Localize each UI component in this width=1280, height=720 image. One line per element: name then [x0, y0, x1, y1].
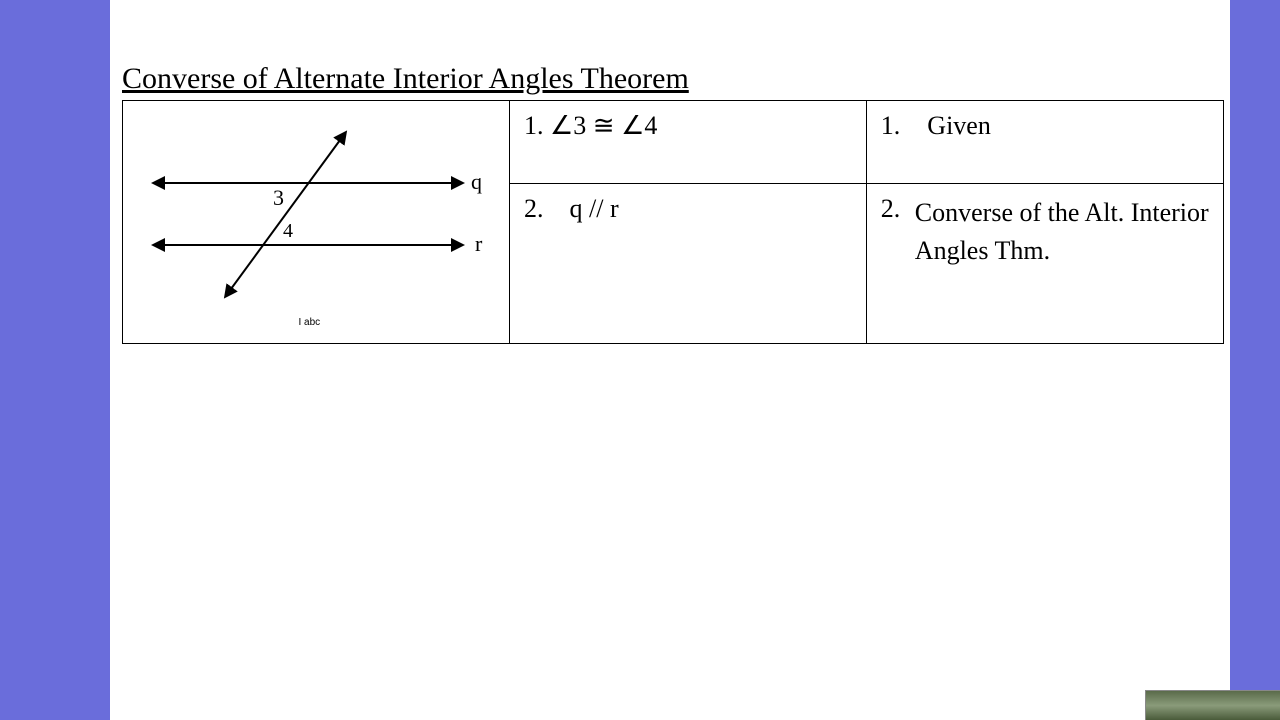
statement-text: ∠3 ≅ ∠4 — [550, 111, 657, 140]
statement-cell: 2. q // r — [510, 184, 867, 344]
proof-table: q r 3 4 I abc 1. ∠3 ≅ ∠4 1. — [122, 100, 1224, 344]
reason-text: Converse of the Alt. Interior Angles Thm… — [915, 194, 1209, 269]
statement-number: 1. — [524, 111, 544, 140]
statement-cell: 1. ∠3 ≅ ∠4 — [510, 101, 867, 184]
line-r-label: r — [475, 231, 483, 256]
line-q-label: q — [471, 169, 482, 194]
reason-number: 2. — [881, 194, 915, 224]
statement-text: q // r — [570, 194, 619, 223]
video-thumbnail[interactable] — [1145, 690, 1280, 720]
diagram-cell: q r 3 4 I abc — [123, 101, 510, 344]
transversal — [228, 136, 343, 293]
statement-number: 2. — [524, 194, 544, 223]
reason-cell: 1. Given — [866, 101, 1223, 184]
table-row: q r 3 4 I abc 1. ∠3 ≅ ∠4 1. — [123, 101, 1224, 184]
geometry-diagram: q r 3 4 — [123, 101, 509, 343]
angle-3-label: 3 — [273, 185, 284, 210]
reason-text: Given — [927, 111, 991, 140]
page: Converse of Alternate Interior Angles Th… — [110, 0, 1230, 720]
reason-number: 1. — [881, 111, 921, 141]
page-title: Converse of Alternate Interior Angles Th… — [122, 62, 689, 96]
reason-cell: 2. Converse of the Alt. Interior Angles … — [866, 184, 1223, 344]
angle-4-label: 4 — [283, 220, 293, 242]
cursor-icon: I abc — [299, 317, 321, 328]
